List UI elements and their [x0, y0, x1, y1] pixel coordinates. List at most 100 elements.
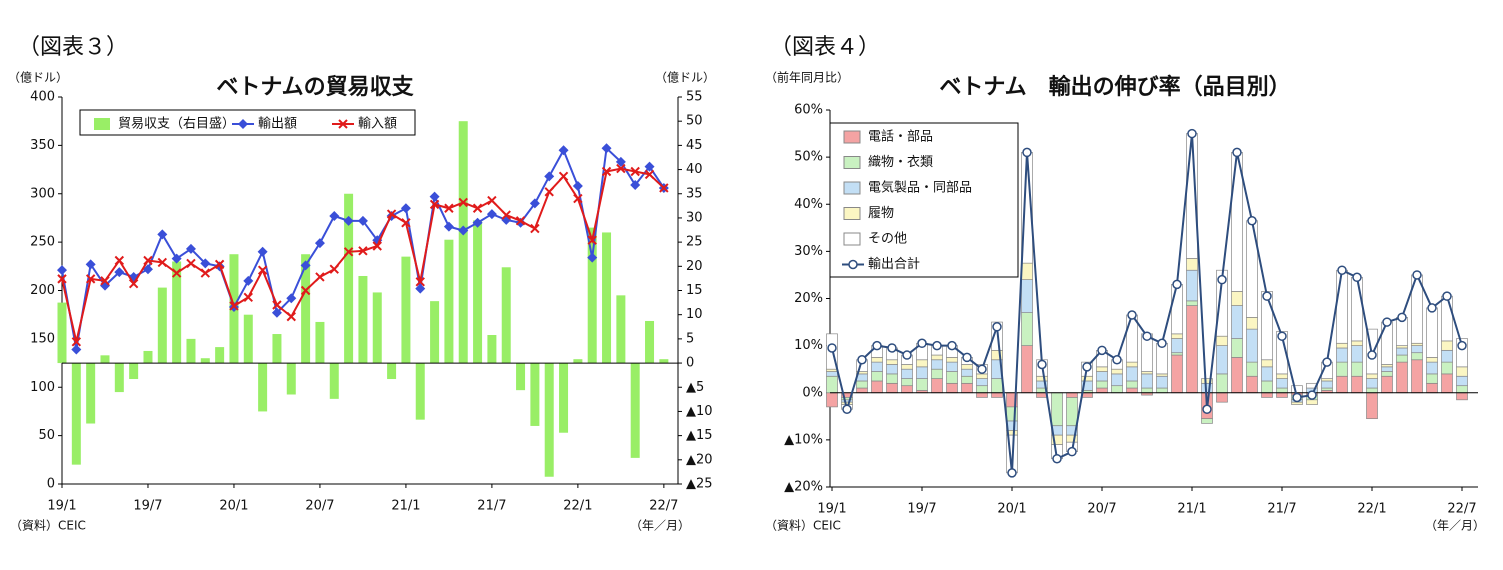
bar-segment [1321, 378, 1333, 382]
bar [344, 193, 354, 364]
marker [544, 187, 554, 197]
bar-segment [1111, 385, 1123, 394]
legend-label: 履物 [868, 206, 894, 221]
legend-label: 電話・部品 [868, 129, 933, 145]
bar [544, 363, 554, 477]
bar [587, 227, 597, 364]
bar-segment [1051, 392, 1063, 427]
y-tick-label: 250 [30, 235, 55, 250]
bar-segment [1381, 366, 1393, 372]
bar-segment [1126, 387, 1138, 394]
y-tick-label: 350 [30, 138, 55, 153]
x-tick-label: 20/7 [1087, 502, 1116, 517]
bar [415, 363, 425, 420]
bar-segment [1036, 375, 1048, 382]
marker [171, 268, 182, 278]
marker [458, 225, 469, 236]
bar [186, 338, 196, 364]
legend-label: 貿易収支（右目盛） [118, 117, 235, 132]
y2-tick-label: 45 [686, 138, 703, 153]
bar-segment [1306, 382, 1318, 389]
bar-segment [1306, 399, 1318, 405]
y2-tick-label: ▲5 [686, 380, 704, 395]
bar-segment [1441, 373, 1453, 394]
bar-segment [961, 382, 973, 394]
marker [842, 404, 852, 414]
bar [215, 347, 225, 364]
marker [1007, 468, 1017, 478]
marker [114, 255, 125, 266]
bar-segment [961, 368, 973, 377]
bar-segment [1381, 364, 1393, 368]
marker [114, 267, 125, 278]
x-unit: （年／月） [630, 519, 690, 533]
x-tick-label: 20/1 [219, 499, 248, 514]
figure-label: （図表３） [18, 35, 128, 60]
bar-segment [931, 368, 943, 379]
bar-segment [1276, 373, 1288, 379]
bar [286, 363, 296, 395]
bar-segment [1081, 375, 1093, 382]
bar [315, 321, 325, 364]
bar-segment [1456, 366, 1468, 377]
bar-segment [1201, 418, 1213, 424]
bar-segment [1456, 392, 1468, 401]
marker [142, 264, 153, 275]
bar-segment [1216, 392, 1228, 403]
marker [1277, 331, 1287, 341]
marker [1112, 355, 1122, 365]
marker [1307, 390, 1317, 400]
marker [443, 221, 454, 232]
bar-segment [871, 357, 883, 363]
legend-label: 輸出額 [258, 117, 297, 132]
bar-segment [1246, 375, 1258, 394]
y2-tick-label: 40 [686, 162, 703, 177]
marker [1457, 340, 1467, 351]
bar-segment [1171, 354, 1183, 394]
bar [487, 335, 497, 364]
marker [857, 355, 867, 365]
bar-segment [886, 364, 898, 375]
y2-tick-label: 15 [686, 283, 703, 298]
y2-tick-label: 25 [686, 235, 703, 250]
marker [1427, 303, 1437, 313]
bar-segment [961, 375, 973, 384]
x-tick-label: 22/7 [649, 499, 678, 514]
marker [71, 337, 82, 347]
y2-tick-label: ▲25 [686, 477, 713, 492]
bar-segment [1321, 387, 1333, 391]
marker [1067, 446, 1077, 457]
bar [372, 292, 382, 364]
bar-segment [1336, 347, 1348, 363]
marker [57, 265, 67, 276]
marker [572, 181, 583, 192]
legend-box [79, 109, 416, 136]
marker [85, 274, 96, 284]
marker [401, 218, 411, 228]
bar [630, 363, 640, 458]
bar [401, 256, 411, 364]
x-tick-label: 20/1 [997, 502, 1026, 517]
marker [530, 223, 540, 234]
y2-tick-label: 5 [686, 331, 694, 346]
marker [300, 260, 311, 271]
bar-segment [1171, 338, 1183, 354]
bar-segment [976, 378, 988, 387]
y2-tick-label: ▲10 [686, 404, 713, 419]
marker [429, 191, 440, 202]
bar-segment [826, 368, 838, 372]
bar-segment [1171, 352, 1183, 356]
bar-segment [886, 382, 898, 394]
bar-segment [1336, 361, 1348, 377]
legend-swatch [843, 207, 861, 220]
source: （資料）CEIC [765, 519, 841, 533]
marker [827, 343, 837, 353]
bar-segment [1351, 345, 1363, 363]
bar-segment [946, 382, 958, 394]
marker [587, 235, 597, 245]
marker [1052, 453, 1062, 464]
marker [630, 166, 640, 177]
marker [472, 217, 483, 228]
bar-segment [1366, 378, 1378, 389]
marker [848, 259, 858, 270]
